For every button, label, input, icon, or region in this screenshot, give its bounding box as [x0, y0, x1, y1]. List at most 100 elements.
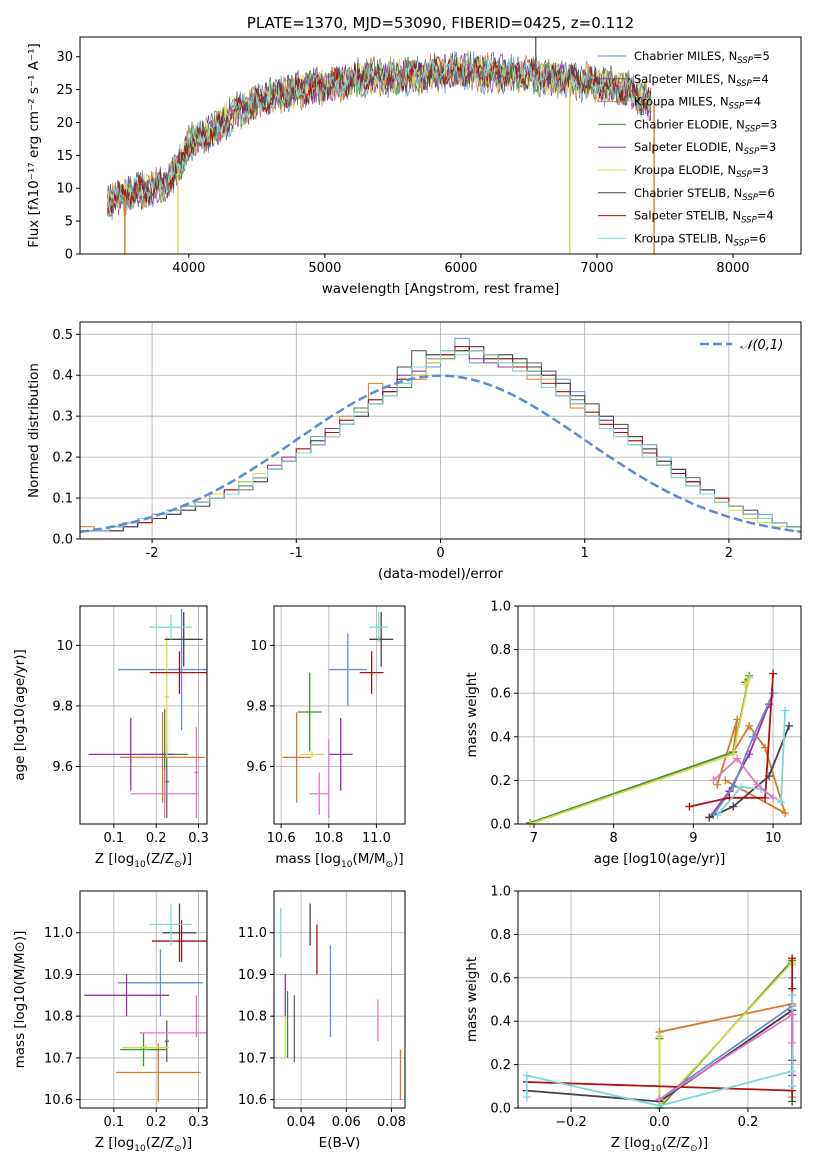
weight-vs-Z-point-marker: [655, 1032, 664, 1041]
age-vs-Z-ylabel: age [log10(age/yr)]: [12, 649, 28, 781]
weight-vs-Z-plot-area: [522, 954, 797, 1112]
weight-vs-age-point-marker: [737, 782, 746, 791]
weight-vs-Z-ytick-label: 1.0: [490, 885, 511, 900]
spectrum-xlabel: wavelength [Angstrom, rest frame]: [322, 281, 560, 297]
residuals-ylabel: Normed distribution: [26, 363, 42, 498]
weight-vs-Z-point-marker: [788, 1082, 797, 1091]
legend-label: Kroupa MILES, NSSP=4: [634, 95, 761, 112]
weight-vs-age-point-marker: [729, 750, 738, 759]
weight-vs-Z-xtick-label: 0.0: [649, 1115, 670, 1130]
mass-vs-Z-ytick-label: 11.0: [44, 926, 73, 941]
weight-vs-Z-point-marker: [788, 991, 797, 1000]
mass-vs-ebv-xlabel: E(B-V): [319, 1135, 361, 1151]
weight-vs-age-series-line: [529, 677, 751, 825]
weight-vs-Z-xtick-label: 0.2: [738, 1115, 759, 1130]
mass-vs-Z-xlabel: Z [log10(Z/Z⊙)]: [95, 1135, 192, 1154]
weight-vs-Z-ytick-label: 0.2: [490, 1058, 511, 1073]
residuals-gaussian-curve: [80, 374, 801, 534]
weight-vs-age-point-marker: [733, 754, 742, 763]
mass-vs-ebv-xtick-label: 0.06: [332, 1115, 361, 1130]
weight-vs-Z-ytick-label: 0.4: [490, 1015, 511, 1030]
mass-vs-Z-plot-area: [84, 903, 207, 1102]
mass-vs-Z-xtick-label: 0.1: [104, 1115, 125, 1130]
weight-vs-Z-point-marker: [522, 1071, 531, 1080]
weight-vs-age-point-marker: [685, 802, 694, 811]
weight-vs-age-ytick-label: 0.2: [490, 774, 511, 789]
legend-label: Salpeter STELIB, NSSP=4: [634, 209, 774, 226]
legend-label: Kroupa ELODIE, NSSP=3: [634, 163, 769, 180]
mass-vs-ebv-plot-area: [280, 903, 402, 1100]
weight-vs-Z-ylabel: mass weight: [464, 957, 480, 1042]
weight-vs-Z-point-marker: [788, 1097, 797, 1106]
weight-vs-age-plot-area: [525, 669, 794, 828]
spectrum-xtick-label: 4000: [172, 261, 205, 276]
spectrum-xtick-label: 5000: [308, 261, 341, 276]
spectrum-xtick-label: 6000: [444, 261, 477, 276]
residuals-ytick-label: 0.3: [52, 410, 73, 425]
spectrum-xtick-label: 8000: [716, 261, 749, 276]
weight-vs-Z-point-marker: [788, 954, 797, 963]
residuals-xtick-label: -1: [290, 546, 303, 561]
age-vs-Z-xtick-label: 0.1: [104, 831, 125, 846]
weight-vs-age-point-marker: [729, 782, 738, 791]
mass-vs-Z-ytick-label: 10.6: [44, 1093, 73, 1108]
age-vs-mass-xtick-label: 10.6: [267, 831, 296, 846]
legend-label: Salpeter ELODIE, NSSP=3: [634, 140, 776, 157]
weight-vs-age-point-marker: [745, 721, 754, 730]
weight-vs-age-series-line: [689, 673, 774, 808]
spectrum-frame: [79, 36, 802, 255]
legend-label: Chabrier ELODIE, NSSP=3: [634, 117, 777, 134]
age-vs-Z-ytick-label: 10: [56, 639, 73, 654]
mass-vs-Z-frame: [79, 890, 208, 1109]
residuals-xtick-label: 0: [436, 546, 444, 561]
mass-vs-Z-ytick-label: 10.8: [44, 1010, 73, 1025]
weight-vs-age-xtick-label: 9: [689, 831, 697, 846]
residuals-legend-label: 𝒩(0,1): [740, 338, 783, 353]
weight-vs-age-series-line: [712, 692, 774, 816]
spectrum-xtick-label: 7000: [580, 261, 613, 276]
mass-vs-ebv-ytick-label: 10.9: [238, 968, 267, 983]
weight-vs-age-ytick-label: 1.0: [490, 600, 511, 615]
weight-vs-age-point-marker: [729, 802, 738, 811]
legend-label: Chabrier MILES, NSSP=5: [634, 49, 770, 66]
spectrum-series-line: [106, 50, 652, 218]
weight-vs-Z-ytick-label: 0.6: [490, 971, 511, 986]
weight-vs-age-ylabel: mass weight: [464, 672, 480, 757]
weight-vs-age-point-marker: [709, 776, 718, 785]
weight-vs-age-ytick-label: 0.6: [490, 687, 511, 702]
mass-vs-Z-xtick-label: 0.2: [146, 1115, 167, 1130]
age-vs-mass-ytick-label: 9.6: [246, 760, 267, 775]
spectrum-ytick-label: 30: [56, 50, 73, 65]
weight-vs-Z-point-marker: [788, 1010, 797, 1019]
weight-vs-age-point-marker: [761, 793, 770, 802]
spectrum-ylabel: Flux [fλ10⁻¹⁷ erg cm⁻² s⁻¹ A⁻¹]: [26, 43, 42, 248]
weight-vs-age-point-marker: [781, 809, 790, 818]
weight-vs-age-xtick-label: 10: [765, 831, 782, 846]
residuals-ytick-label: 0.5: [52, 328, 73, 343]
weight-vs-age-point-marker: [713, 811, 722, 820]
weight-vs-age-point-marker: [777, 798, 786, 807]
residuals-xlabel: (data-model)/error: [378, 566, 504, 582]
residuals-xtick-label: 2: [725, 546, 733, 561]
mass-vs-Z-ytick-label: 10.9: [44, 968, 73, 983]
weight-vs-age-point-marker: [749, 732, 758, 741]
weight-vs-Z-point-marker: [522, 1093, 531, 1102]
age-vs-mass-frame: [273, 605, 406, 825]
weight-vs-age-point-marker: [745, 673, 754, 682]
spectrum-ytick-label: 15: [56, 149, 73, 164]
weight-vs-age-xtick-label: 8: [610, 831, 618, 846]
weight-vs-Z-ytick-label: 0.0: [490, 1102, 511, 1117]
weight-vs-age-xlabel: age [log10(age/yr)]: [594, 851, 726, 867]
residuals-ytick-label: 0.2: [52, 451, 73, 466]
spectrum-title: PLATE=1370, MJD=53090, FIBERID=0425, z=0…: [247, 14, 634, 32]
mass-vs-ebv-xtick-label: 0.04: [287, 1115, 316, 1130]
weight-vs-age-series-line: [712, 757, 774, 799]
age-vs-mass-plot-area: [282, 612, 394, 818]
weight-vs-age-point-marker: [785, 721, 794, 730]
weight-vs-age-point-marker: [705, 813, 714, 822]
age-vs-mass-ytick-label: 10: [250, 639, 267, 654]
age-vs-mass-xtick-label: 10.8: [314, 831, 343, 846]
legend-label: Kroupa STELIB, NSSP=6: [634, 231, 766, 248]
age-vs-mass-ytick-label: 9.8: [246, 699, 267, 714]
